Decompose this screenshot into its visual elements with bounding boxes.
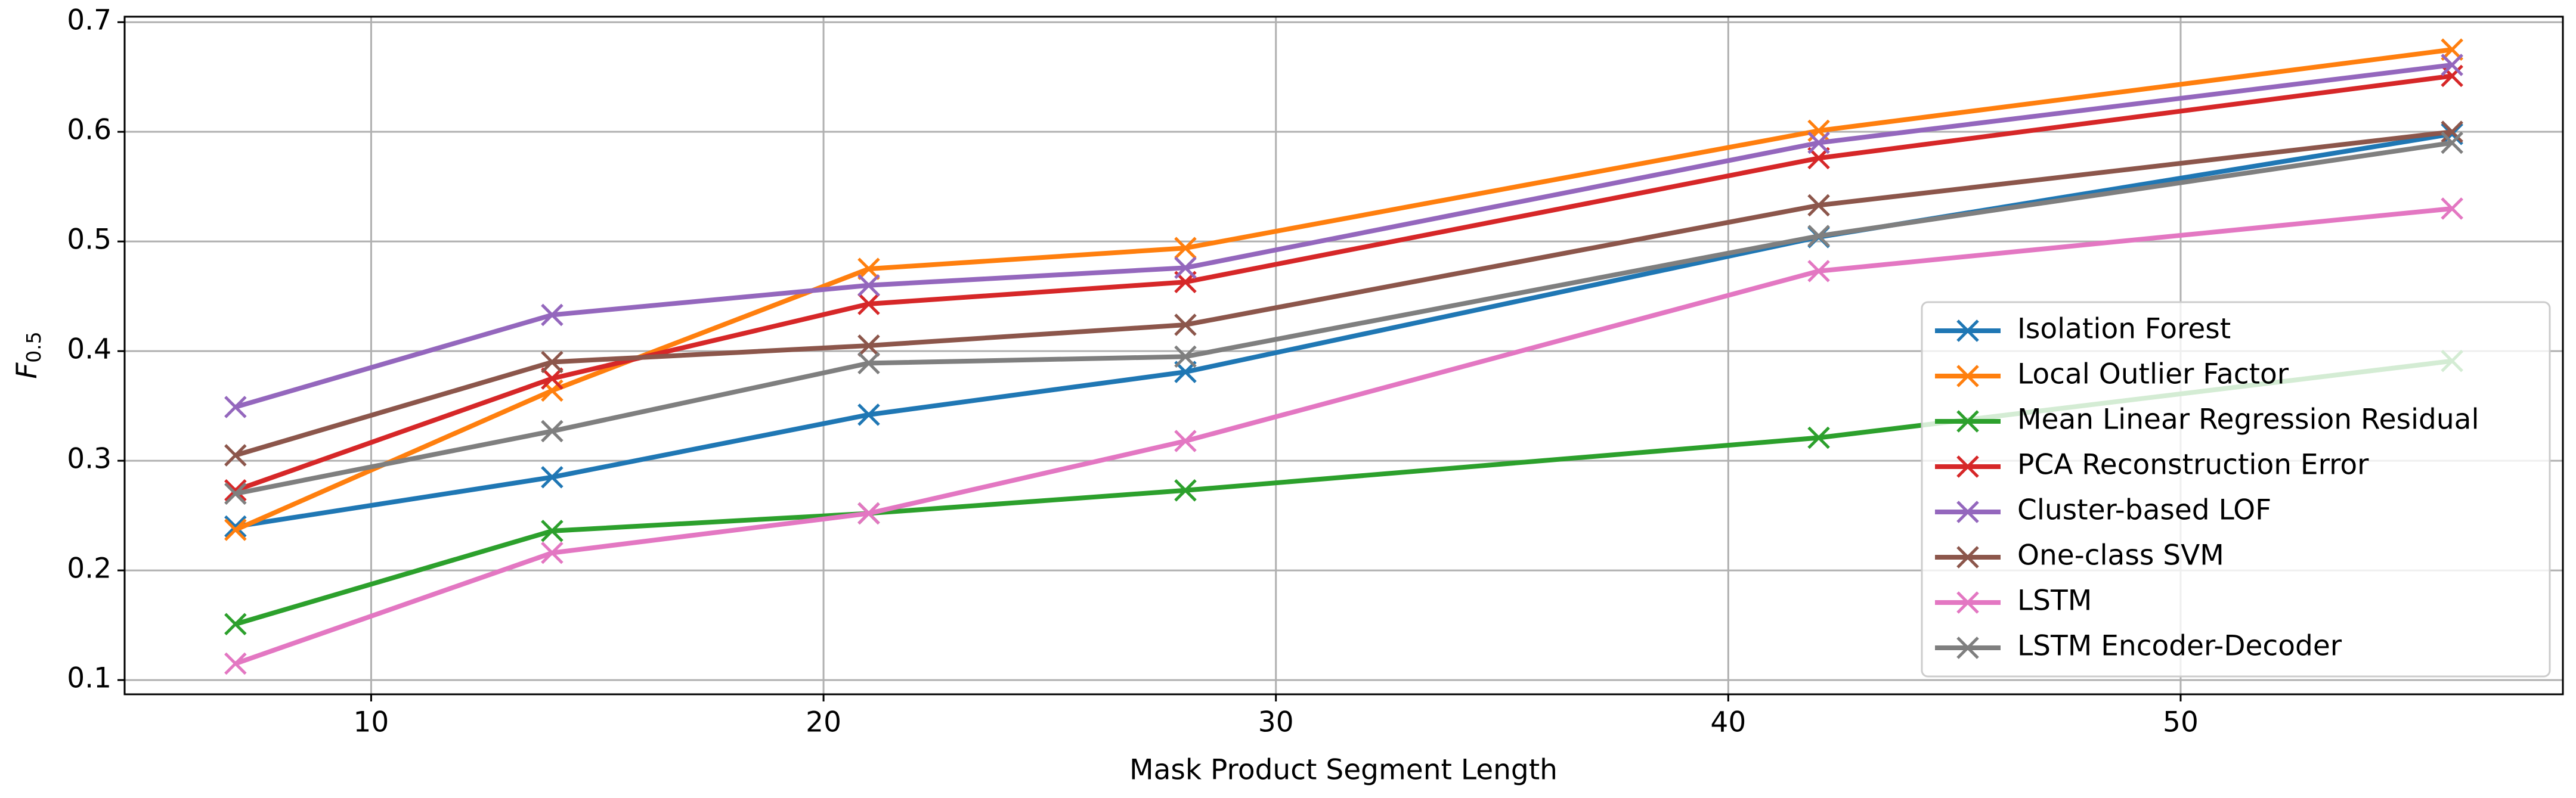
marker xyxy=(1956,636,1979,659)
legend-label: One-class SVM xyxy=(2017,539,2224,572)
y-tick-label: 0.4 xyxy=(67,333,112,366)
marker xyxy=(857,257,880,280)
marker xyxy=(1807,260,1830,282)
marker xyxy=(541,420,564,443)
series-line xyxy=(234,62,2453,409)
marker xyxy=(1956,501,1979,523)
marker xyxy=(224,482,247,505)
marker xyxy=(1174,345,1197,368)
marker xyxy=(857,502,880,525)
marker xyxy=(224,396,247,418)
y-tick-label: 0.5 xyxy=(67,223,112,256)
marker xyxy=(1807,194,1830,217)
marker xyxy=(541,303,564,327)
marker xyxy=(1956,410,1979,433)
series-line xyxy=(235,140,2453,496)
legend: Isolation Forest Local Outlier Factor Mean… xyxy=(1921,301,2551,678)
marker xyxy=(1956,591,1979,614)
y-tick-label: 0.1 xyxy=(67,662,112,695)
x-tick-label: 50 xyxy=(2163,706,2199,739)
marker xyxy=(224,515,247,538)
x-axis-label: Mask Product Segment Length xyxy=(1129,754,1558,787)
y-axis-label-base: F xyxy=(11,362,44,379)
marker xyxy=(857,334,880,357)
marker xyxy=(224,613,247,636)
marker xyxy=(1807,131,1830,154)
marker xyxy=(224,444,247,467)
marker xyxy=(224,518,247,541)
legend-label: Isolation Forest xyxy=(2017,313,2231,346)
marker xyxy=(1956,546,1979,569)
marker xyxy=(1174,237,1197,259)
marker xyxy=(541,541,564,564)
marker xyxy=(1807,426,1830,449)
x-tick-label: 30 xyxy=(1258,706,1294,739)
marker xyxy=(857,352,880,375)
legend-label: LSTM xyxy=(2017,585,2092,617)
x-tick-label: 20 xyxy=(806,706,841,739)
marker xyxy=(1956,319,1979,342)
marker xyxy=(541,350,564,374)
marker xyxy=(1174,313,1197,336)
x-tick-label: 40 xyxy=(1710,706,1746,739)
y-tick-label: 0.3 xyxy=(67,443,112,476)
marker xyxy=(224,652,247,675)
y-axis-label-sub: 0.5 xyxy=(22,331,45,362)
plot-frame xyxy=(123,15,2564,695)
marker xyxy=(1807,225,1830,247)
marker xyxy=(1174,479,1197,502)
marker xyxy=(857,403,880,426)
marker xyxy=(1174,256,1197,280)
marker xyxy=(2441,131,2463,154)
series-line xyxy=(234,73,2453,493)
marker xyxy=(1956,365,1979,387)
marker xyxy=(541,367,564,390)
marker xyxy=(541,520,564,542)
legend-label: Local Outlier Factor xyxy=(2017,358,2289,391)
marker xyxy=(541,465,564,489)
marker xyxy=(857,293,880,315)
x-tick-label: 10 xyxy=(354,706,389,739)
legend-label: LSTM Encoder-Decoder xyxy=(2017,630,2342,663)
marker xyxy=(1956,455,1979,478)
plot-layer xyxy=(224,38,2463,675)
marker xyxy=(1174,430,1197,452)
legend-box xyxy=(1921,301,2551,678)
marker xyxy=(857,274,880,297)
marker xyxy=(224,479,247,502)
marker xyxy=(2441,64,2463,88)
marker xyxy=(2441,197,2463,220)
series-line xyxy=(234,47,2453,532)
y-axis-label: F0.5 xyxy=(11,331,45,379)
marker xyxy=(2441,120,2463,143)
legend-label: Mean Linear Regression Residual xyxy=(2017,403,2479,436)
legend-label: Cluster-based LOF xyxy=(2017,494,2271,527)
y-tick-label: 0.2 xyxy=(67,552,112,585)
marker xyxy=(2441,54,2463,76)
y-tick-label: 0.6 xyxy=(67,114,112,147)
series-line xyxy=(234,129,2453,458)
y-tick-label: 0.7 xyxy=(67,4,112,37)
series-line xyxy=(234,206,2453,666)
legend-label: PCA Reconstruction Error xyxy=(2017,449,2369,482)
